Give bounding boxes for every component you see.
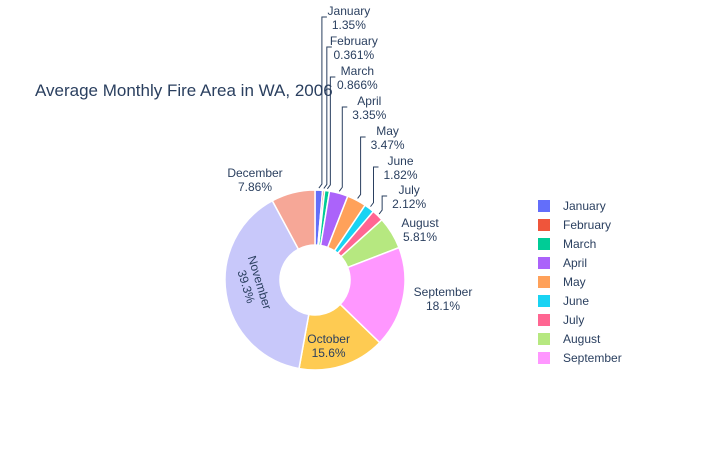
label-january: January 1.35% (328, 4, 371, 32)
legend-label-august[interactable]: August (563, 332, 601, 346)
label-july: July 2.12% (392, 183, 426, 211)
leader-june (370, 166, 379, 207)
legend-swatch-july[interactable] (538, 314, 550, 326)
label-may: May 3.47% (371, 124, 405, 152)
leader-january (318, 16, 327, 189)
legend-label-february[interactable]: February (563, 218, 611, 232)
label-february: February 0.361% (330, 34, 378, 62)
slice-december (271, 189, 316, 251)
slice-november (224, 199, 310, 370)
legend-swatch-may[interactable] (538, 276, 550, 288)
leader-july (378, 195, 388, 215)
legend-swatch-april[interactable] (538, 257, 550, 269)
chart-title: Average Monthly Fire Area in WA, 2006 (35, 81, 333, 100)
legend-swatch-june[interactable] (538, 295, 550, 307)
legend-label-may[interactable]: May (563, 275, 586, 289)
leader-lines (318, 16, 388, 215)
legend-swatch-march[interactable] (538, 238, 550, 250)
legend-swatch-january[interactable] (538, 200, 550, 212)
legend: January February March April May June July Augu… (538, 199, 622, 365)
legend-label-january[interactable]: January (563, 199, 606, 213)
label-august: August 5.81% (401, 216, 439, 244)
label-june: June 1.82% (383, 154, 417, 182)
legend-swatch-february[interactable] (538, 219, 550, 231)
label-october: October 15.6% (307, 332, 350, 360)
legend-swatch-august[interactable] (538, 333, 550, 345)
legend-label-june[interactable]: June (563, 294, 589, 308)
label-september: September 18.1% (414, 285, 473, 313)
legend-label-march[interactable]: March (563, 237, 596, 251)
leader-april (338, 106, 348, 192)
legend-label-july[interactable]: July (563, 313, 584, 327)
legend-swatch-september[interactable] (538, 352, 550, 364)
slice-labels: January 1.35%February 0.361%March 0.866%Apr… (227, 4, 472, 360)
leader-march (326, 76, 336, 190)
leader-may (357, 136, 366, 199)
pie-slices (224, 189, 406, 371)
leader-february (323, 46, 332, 189)
legend-label-april[interactable]: April (563, 256, 587, 270)
slice-october (298, 303, 381, 371)
label-december: December 7.86% (227, 166, 282, 194)
legend-label-september[interactable]: September (563, 351, 622, 365)
label-april: April 3.35% (352, 94, 386, 122)
label-march: March 0.866% (337, 64, 378, 92)
